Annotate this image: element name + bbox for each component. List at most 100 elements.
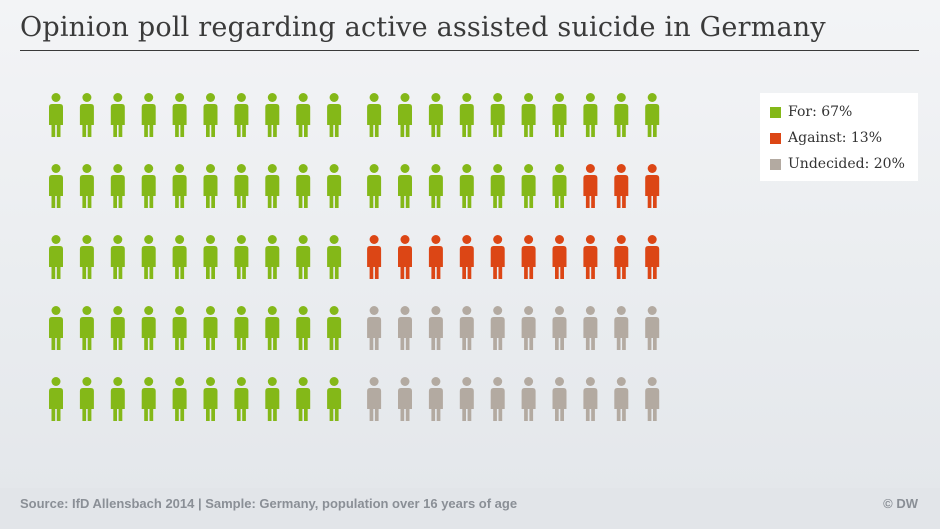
person-icon-undecided — [552, 306, 567, 350]
person-icon-for — [327, 306, 342, 350]
person-icon-against — [583, 164, 598, 208]
person-icon-for — [490, 93, 505, 137]
person-icon-against — [367, 235, 382, 279]
person-icon-for — [203, 235, 218, 279]
person-icon-for — [296, 235, 311, 279]
legend-swatch-for — [770, 106, 781, 118]
person-icon-undecided — [645, 306, 660, 350]
person-icon-undecided — [428, 306, 443, 350]
title-divider — [20, 50, 919, 51]
person-icon-for — [296, 164, 311, 208]
person-icon-undecided — [398, 306, 412, 350]
person-icon-for — [172, 377, 187, 421]
person-icon-for — [49, 235, 63, 279]
copyright-credit: © DW — [883, 496, 918, 511]
person-icon-for — [265, 235, 280, 279]
person-icon-for — [141, 377, 156, 421]
person-icon-for — [110, 235, 125, 279]
person-icon-against — [459, 235, 474, 279]
person-icon-for — [234, 93, 249, 137]
person-icon-undecided — [614, 377, 629, 421]
person-icon-for — [265, 93, 280, 137]
person-icon-for — [490, 164, 505, 208]
person-icon-for — [265, 164, 280, 208]
person-icon-for — [172, 93, 187, 137]
person-icon-for — [398, 93, 412, 137]
person-icon-for — [428, 164, 443, 208]
person-icon-for — [296, 93, 311, 137]
person-icon-for — [614, 93, 629, 137]
person-icon-for — [367, 164, 382, 208]
person-icon-for — [203, 377, 218, 421]
legend-item-against: Against: 13% — [770, 125, 918, 151]
footer-bar — [0, 488, 940, 529]
person-icon-against — [428, 235, 443, 279]
person-icon-undecided — [614, 306, 629, 350]
legend-item-for: For: 67% — [770, 99, 918, 125]
person-icon-undecided — [428, 377, 443, 421]
person-icon-for — [296, 306, 311, 350]
person-icon-for — [459, 164, 474, 208]
legend-item-undecided: Undecided: 20% — [770, 151, 918, 177]
person-icon-undecided — [490, 377, 505, 421]
person-icon-for — [521, 164, 536, 208]
person-icon-for — [110, 306, 125, 350]
person-icon-for — [49, 377, 63, 421]
person-icon-for — [327, 164, 342, 208]
person-icon-undecided — [459, 306, 474, 350]
person-icon-for — [172, 164, 187, 208]
person-icon-for — [398, 164, 412, 208]
person-icon-against — [645, 164, 660, 208]
person-icon-for — [583, 93, 598, 137]
person-icon-against — [398, 235, 412, 279]
person-icon-against — [645, 235, 660, 279]
legend-swatch-against — [770, 132, 781, 144]
person-icon-undecided — [398, 377, 412, 421]
person-icon-undecided — [645, 377, 660, 421]
person-icon-undecided — [521, 306, 536, 350]
person-icon-for — [459, 93, 474, 137]
person-icon-for — [327, 235, 342, 279]
person-icon-undecided — [459, 377, 474, 421]
legend-label-for: For: 67% — [788, 104, 853, 120]
person-icon-against — [490, 235, 505, 279]
person-icon-undecided — [367, 377, 382, 421]
person-icon-for — [49, 306, 63, 350]
person-icon-for — [327, 377, 342, 421]
person-icon-against — [614, 164, 629, 208]
person-icon-undecided — [367, 306, 382, 350]
person-icon-for — [141, 164, 156, 208]
person-icon-for — [141, 306, 156, 350]
person-icon-for — [49, 93, 63, 137]
person-icon-for — [645, 93, 660, 137]
person-icon-undecided — [552, 377, 567, 421]
person-icon-for — [79, 377, 94, 421]
legend-label-undecided: Undecided: 20% — [788, 156, 905, 172]
chart-title: Opinion poll regarding active assisted s… — [20, 12, 826, 43]
person-icon-for — [234, 164, 249, 208]
person-icon-for — [552, 93, 567, 137]
person-icon-undecided — [583, 306, 598, 350]
person-icon-for — [428, 93, 443, 137]
person-icon-for — [110, 164, 125, 208]
person-icon-undecided — [490, 306, 505, 350]
person-icon-for — [79, 93, 94, 137]
person-icon-for — [110, 93, 125, 137]
person-icon-undecided — [583, 377, 598, 421]
legend: For: 67% Against: 13% Undecided: 20% — [760, 93, 918, 181]
person-icon-for — [79, 306, 94, 350]
person-icon-for — [203, 93, 218, 137]
person-icon-for — [49, 164, 63, 208]
person-icon-for — [141, 235, 156, 279]
person-icon-for — [203, 306, 218, 350]
person-icon-for — [203, 164, 218, 208]
person-icon-for — [265, 306, 280, 350]
person-icon-against — [521, 235, 536, 279]
person-icon-for — [367, 93, 382, 137]
person-icon-undecided — [521, 377, 536, 421]
person-icon-for — [234, 306, 249, 350]
source-note: Source: IfD Allensbach 2014 | Sample: Ge… — [20, 496, 518, 511]
person-icon-for — [296, 377, 311, 421]
person-icon-for — [110, 377, 125, 421]
